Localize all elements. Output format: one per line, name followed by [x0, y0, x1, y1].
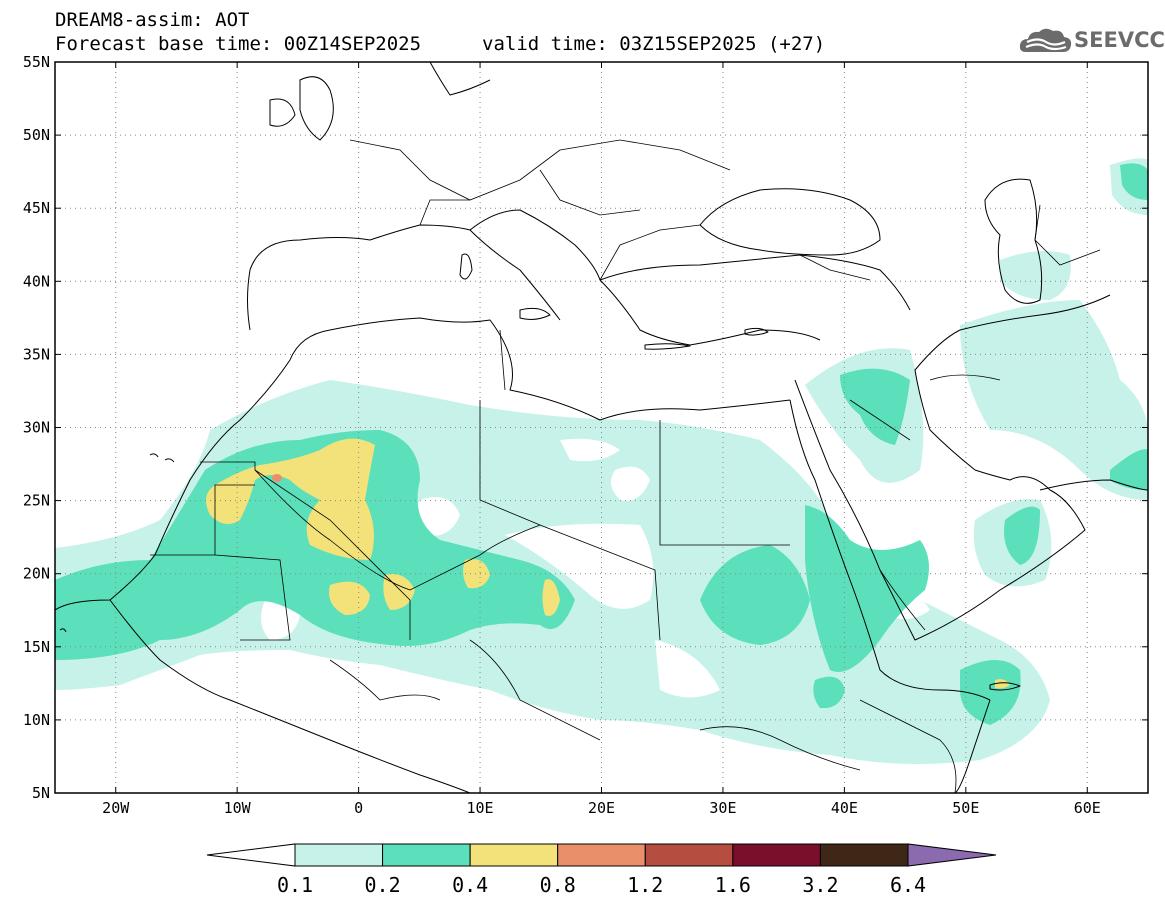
aot-shading: [55, 158, 1148, 764]
colorbar-label: 3.2: [802, 873, 838, 897]
colorbar-label: 1.6: [715, 873, 751, 897]
colorbar-label: 0.8: [540, 873, 576, 897]
lat-tick-label: 35N: [23, 345, 50, 363]
lat-tick-label: 40N: [23, 272, 50, 290]
forecast-base-time: Forecast base time: 00Z14SEP2025: [55, 33, 422, 55]
cloud-logo-icon: [1019, 28, 1072, 52]
lat-tick-label: 25N: [23, 492, 50, 510]
chart-title: DREAM8-assim: AOT: [55, 9, 250, 31]
lon-tick-label: 0: [354, 799, 363, 817]
longitude-labels: 20W 10W 0 10E 20E 30E 40E 50E 60E: [102, 799, 1101, 817]
aot-band-0-4: [206, 438, 1010, 689]
colorbar-box: [557, 843, 646, 867]
valid-time: valid time: 03Z15SEP2025 (+27): [482, 33, 826, 55]
country-borders: [150, 139, 1101, 793]
lon-tick-label: 40E: [831, 799, 858, 817]
lon-tick-label: 20W: [102, 799, 130, 817]
colorbar-label: 0.2: [365, 873, 401, 897]
lat-tick-label: 10N: [23, 711, 50, 729]
colorbar: 0.1 0.2 0.4 0.8 1.2 1.6 3.2 6.4: [206, 843, 997, 897]
lat-tick-label: 15N: [23, 638, 50, 656]
latitude-labels: 55N 50N 45N 40N 35N 30N 25N 20N 15N 10N 5N: [23, 53, 50, 802]
colorbar-lower-extend: [206, 843, 296, 867]
seevccc-logo: SEEVCCC: [1018, 24, 1165, 58]
colorbar-box: [732, 843, 821, 867]
colorbar-label: 0.1: [277, 873, 313, 897]
lon-tick-label: 30E: [709, 799, 736, 817]
lon-tick-label: 10E: [467, 799, 494, 817]
colorbar-box: [294, 843, 384, 867]
colorbar-label: 6.4: [890, 873, 926, 897]
colorbar-box: [382, 843, 471, 867]
lat-tick-label: 50N: [23, 126, 50, 144]
lat-tick-label: 45N: [23, 199, 50, 217]
coastlines: [55, 62, 1148, 793]
lat-tick-label: 55N: [23, 53, 50, 71]
colorbar-label: 0.4: [452, 873, 488, 897]
lon-tick-label: 20E: [588, 799, 615, 817]
lat-tick-label: 5N: [32, 784, 50, 802]
lat-tick-label: 30N: [23, 419, 50, 437]
colorbar-box: [469, 843, 559, 867]
colorbar-label: 1.2: [627, 873, 663, 897]
aot-gaps: [261, 438, 930, 698]
lat-tick-label: 20N: [23, 565, 50, 583]
colorbar-box: [644, 843, 734, 867]
logo-text: SEEVCCC: [1074, 28, 1165, 52]
aot-band-0-8: [272, 474, 282, 482]
axis-ticks: [55, 61, 1148, 794]
colorbar-box: [819, 843, 909, 867]
lon-tick-label: 50E: [952, 799, 979, 817]
lon-tick-label: 60E: [1074, 799, 1101, 817]
lon-tick-label: 10W: [224, 799, 252, 817]
colorbar-upper-extend: [907, 843, 997, 867]
